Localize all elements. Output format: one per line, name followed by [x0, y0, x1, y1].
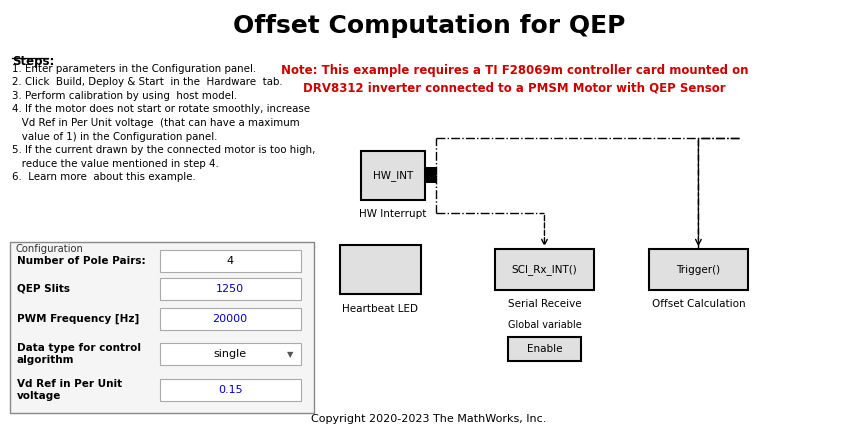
FancyBboxPatch shape — [160, 343, 300, 365]
Text: 1250: 1250 — [216, 284, 245, 294]
FancyBboxPatch shape — [426, 168, 436, 183]
Text: Configuration: Configuration — [16, 244, 84, 254]
Text: Copyright 2020-2023 The MathWorks, Inc.: Copyright 2020-2023 The MathWorks, Inc. — [311, 414, 547, 424]
Text: Data type for control
algorithm: Data type for control algorithm — [17, 343, 141, 365]
Text: Trigger(): Trigger() — [676, 265, 721, 275]
FancyBboxPatch shape — [160, 308, 300, 330]
Text: Enable: Enable — [527, 344, 562, 354]
FancyBboxPatch shape — [361, 150, 426, 200]
FancyBboxPatch shape — [495, 249, 594, 290]
Text: QEP Slits: QEP Slits — [17, 284, 69, 294]
Text: Offset Computation for QEP: Offset Computation for QEP — [233, 14, 625, 38]
Text: Serial Receive: Serial Receive — [508, 299, 581, 309]
FancyBboxPatch shape — [340, 245, 421, 294]
Text: PWM Frequency [Hz]: PWM Frequency [Hz] — [17, 314, 139, 324]
Text: Vd Ref in Per Unit
voltage: Vd Ref in Per Unit voltage — [17, 378, 122, 401]
FancyBboxPatch shape — [160, 278, 300, 300]
Text: Number of Pole Pairs:: Number of Pole Pairs: — [17, 256, 145, 266]
Text: HW_INT: HW_INT — [373, 170, 414, 181]
FancyBboxPatch shape — [10, 242, 313, 413]
FancyBboxPatch shape — [650, 249, 747, 290]
Text: 4: 4 — [227, 256, 233, 266]
Text: 1. Enter parameters in the Configuration panel.
2. Click  Build, Deploy & Start : 1. Enter parameters in the Configuration… — [12, 64, 315, 182]
Text: Note: This example requires a TI F28069m controller card mounted on
DRV8312 inve: Note: This example requires a TI F28069m… — [281, 64, 748, 95]
Text: HW Interrupt: HW Interrupt — [360, 210, 426, 219]
FancyBboxPatch shape — [508, 337, 581, 361]
Text: Steps:: Steps: — [12, 55, 54, 68]
FancyBboxPatch shape — [160, 250, 300, 272]
Text: Global variable: Global variable — [508, 320, 582, 330]
Text: 0.15: 0.15 — [218, 385, 243, 395]
FancyBboxPatch shape — [160, 379, 300, 401]
Text: SCI_Rx_INT(): SCI_Rx_INT() — [511, 264, 577, 275]
Text: 20000: 20000 — [213, 314, 248, 324]
Text: single: single — [214, 349, 247, 359]
Text: ▼: ▼ — [287, 350, 294, 359]
Text: Offset Calculation: Offset Calculation — [651, 299, 746, 309]
Text: Heartbeat LED: Heartbeat LED — [342, 304, 418, 314]
